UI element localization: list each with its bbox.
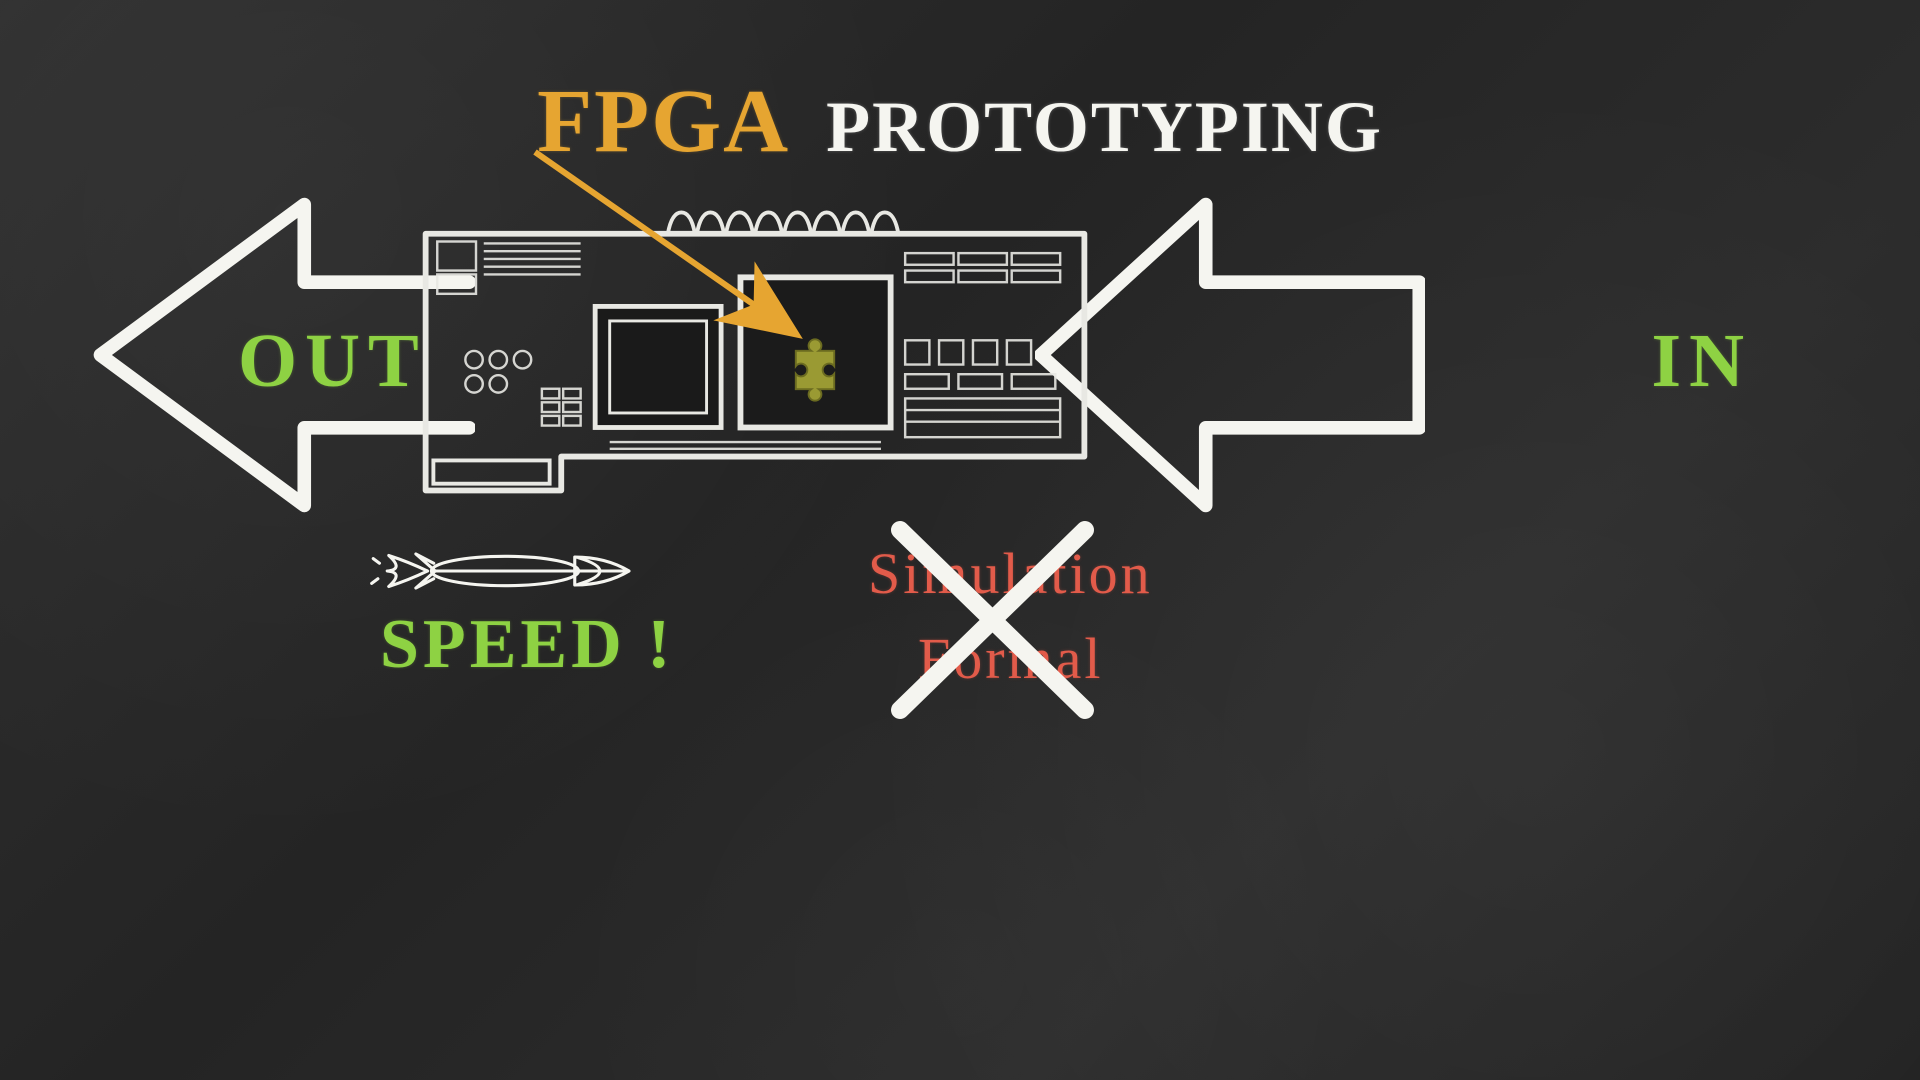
arrow-out-label: OUT: [238, 318, 427, 405]
speed-label: SPEED !: [380, 605, 674, 685]
rocket-icon: [340, 540, 670, 602]
puzzle-piece-icon: [783, 338, 847, 402]
arrow-in-label: IN: [1652, 318, 1752, 405]
formal-text: Formal: [918, 625, 1104, 692]
title-fpga: FPGA: [537, 70, 790, 173]
simulation-text: Simulation: [868, 540, 1153, 607]
circuit-board-drawing: [405, 195, 1105, 505]
title-prototyping: PROTOTYPING: [826, 86, 1383, 169]
title-row: FPGA PROTOTYPING: [0, 70, 1920, 173]
